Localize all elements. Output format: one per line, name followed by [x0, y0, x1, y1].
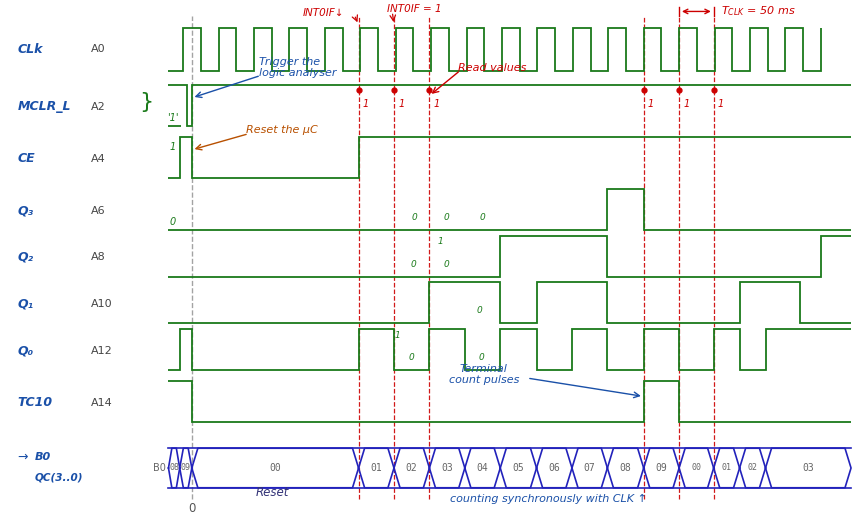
Text: Q₁: Q₁ — [17, 297, 34, 311]
Text: Trigger the
logic analyser: Trigger the logic analyser — [259, 57, 337, 79]
Text: 03: 03 — [803, 463, 814, 473]
Text: 0: 0 — [188, 502, 195, 515]
Text: QC(3..0): QC(3..0) — [35, 472, 83, 483]
Text: T$_{CLK}$ = 50 ms: T$_{CLK}$ = 50 ms — [721, 5, 795, 18]
Text: Read values: Read values — [458, 62, 526, 73]
Text: 07: 07 — [584, 463, 595, 473]
Text: 1: 1 — [398, 99, 404, 109]
Text: 1: 1 — [363, 99, 369, 109]
Text: 0: 0 — [444, 259, 449, 269]
Text: 0: 0 — [411, 259, 416, 269]
Text: Q₀: Q₀ — [17, 344, 34, 358]
Text: 09: 09 — [181, 463, 191, 473]
Text: 0: 0 — [412, 213, 417, 222]
Text: 00: 00 — [691, 463, 702, 473]
Text: A8: A8 — [91, 252, 105, 263]
Text: 09: 09 — [656, 463, 667, 473]
Text: 08: 08 — [169, 463, 179, 473]
Text: A12: A12 — [91, 346, 112, 356]
Text: 1: 1 — [169, 142, 176, 152]
Text: A0: A0 — [91, 44, 105, 55]
Text: A4: A4 — [91, 153, 105, 164]
Text: A14: A14 — [91, 398, 112, 408]
Text: 02: 02 — [747, 463, 758, 473]
Text: 05: 05 — [512, 463, 524, 473]
Text: 0: 0 — [169, 217, 176, 227]
Text: TC10: TC10 — [17, 396, 53, 410]
Text: 01: 01 — [721, 463, 732, 473]
Text: →: → — [17, 451, 28, 464]
Text: 1: 1 — [683, 99, 689, 109]
Text: 06: 06 — [549, 463, 560, 473]
Text: A10: A10 — [91, 299, 112, 309]
Text: 00: 00 — [270, 463, 281, 473]
Text: Q₂: Q₂ — [17, 251, 34, 264]
Text: Q₃: Q₃ — [17, 204, 34, 217]
Text: counting synchronously with CLK ↑: counting synchronously with CLK ↑ — [450, 495, 647, 504]
Text: 1: 1 — [434, 99, 440, 109]
Text: 0: 0 — [479, 353, 484, 362]
Text: INT0IF = 1: INT0IF = 1 — [387, 4, 442, 15]
Text: A2: A2 — [91, 101, 105, 112]
Text: 1: 1 — [718, 99, 724, 109]
Text: '1': '1' — [167, 113, 179, 123]
Text: 1: 1 — [648, 99, 654, 109]
Text: 04: 04 — [477, 463, 488, 473]
Text: 08: 08 — [619, 463, 632, 473]
Text: 0: 0 — [477, 306, 482, 316]
Text: B0: B0 — [154, 463, 166, 473]
Text: 0: 0 — [444, 213, 449, 222]
Text: 02: 02 — [406, 463, 417, 473]
Text: INT0IF↓: INT0IF↓ — [302, 8, 344, 18]
Text: 1: 1 — [395, 331, 400, 340]
Text: B0: B0 — [35, 451, 51, 462]
Text: 0: 0 — [480, 213, 485, 222]
Text: Reset the μC: Reset the μC — [246, 125, 318, 135]
Text: CE: CE — [17, 152, 35, 165]
Text: 0: 0 — [409, 353, 414, 362]
Text: CLk: CLk — [17, 43, 43, 56]
Text: Reset: Reset — [256, 486, 289, 499]
Text: 1: 1 — [438, 238, 443, 246]
Text: 01: 01 — [371, 463, 382, 473]
Text: MCLR_L: MCLR_L — [17, 100, 71, 113]
Text: Terminal
count pulses: Terminal count pulses — [448, 363, 519, 385]
Text: A6: A6 — [91, 205, 105, 216]
Text: }: } — [140, 92, 154, 112]
Text: 03: 03 — [442, 463, 453, 473]
